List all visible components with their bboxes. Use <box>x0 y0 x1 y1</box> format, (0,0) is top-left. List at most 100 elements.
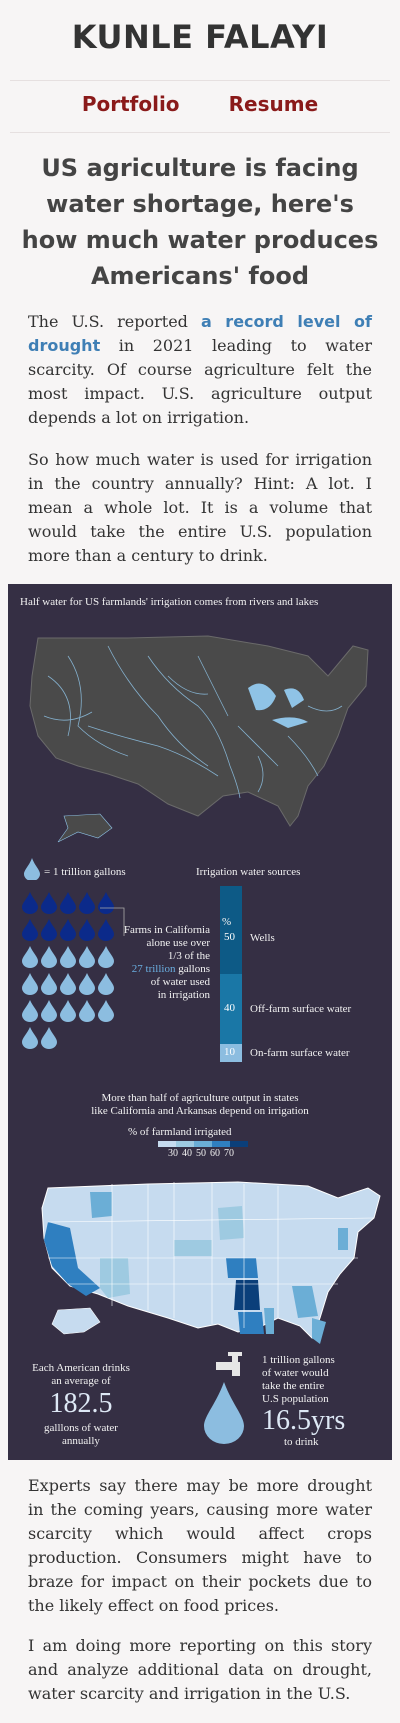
pop-line-4: U.S population <box>262 1393 329 1405</box>
california-callout: Farms in California alone use over 1/3 o… <box>100 924 210 1002</box>
irrigation-choropleth-map <box>41 1181 381 1344</box>
legend-tick-label: 40 <box>182 1148 192 1159</box>
water-drop-icon <box>41 919 57 941</box>
article-paragraph-3: Experts say there may be more drought in… <box>28 1476 372 1615</box>
water-drop-icon <box>98 892 114 914</box>
water-drop-icon <box>79 1000 95 1022</box>
legend-swatch <box>212 1141 230 1147</box>
rivers-map <box>29 635 369 843</box>
source-bar-segment <box>220 1044 242 1062</box>
infographic: Half water for US farmlands' irrigation … <box>8 584 392 1460</box>
nav-resume-link[interactable]: Resume <box>228 92 319 116</box>
article-paragraph-2: So how much water is used for irrigation… <box>28 450 372 565</box>
california-bracket <box>100 907 125 936</box>
big-water-drop-icon <box>204 1382 244 1444</box>
drink-line-3: galllons of water <box>44 1422 118 1434</box>
pop-line-5: to drink <box>284 1436 319 1448</box>
california-line-2: alone use over <box>146 937 210 949</box>
source-value-label: 40 <box>224 1002 235 1015</box>
water-drop-icon <box>98 1000 114 1022</box>
california-line-1: Farms in California <box>123 924 210 936</box>
water-drop-legend-icon <box>24 858 40 880</box>
water-drop-icon <box>79 919 95 941</box>
sources-stacked-bar: 50 40 10 <box>220 886 242 1062</box>
source-name-label: Wells <box>250 932 275 944</box>
legend-tick-label: 30 <box>168 1148 178 1159</box>
choropleth-legend-title: % of farmland irrigated <box>128 1126 232 1138</box>
choropleth-title: More than half of agriculture output in … <box>8 1092 392 1118</box>
main-nav: Portfolio Resume <box>0 92 400 116</box>
california-line-5: of water used <box>150 976 210 988</box>
pop-line-1: 1 trillion gallons <box>262 1354 335 1366</box>
california-line-3: 1/3 of the <box>167 950 210 962</box>
water-drop-icon <box>22 892 38 914</box>
pop-line-2: of water would <box>262 1367 329 1379</box>
faucet-icon <box>216 1352 242 1376</box>
california-volume: 27 trillion <box>131 963 176 975</box>
nav-divider <box>10 132 390 133</box>
sources-title: Irrigation water sources <box>196 866 301 878</box>
paragraph-1-text-end: in 2021 leading to water scarcity. Of co… <box>28 336 372 427</box>
water-drop-icon <box>22 919 38 941</box>
source-bar-segment <box>220 886 242 974</box>
legend-tick-label: 70 <box>224 1148 234 1159</box>
drops-grid <box>22 892 114 1049</box>
water-drop-icon <box>22 1000 38 1022</box>
drink-line-1: Each American drinks <box>32 1362 130 1374</box>
nav-portfolio-link[interactable]: Portfolio <box>81 92 180 116</box>
drink-line-2: an average of <box>51 1375 111 1387</box>
water-drop-icon <box>41 1000 57 1022</box>
water-drop-icon <box>60 973 76 995</box>
population-stat: 1 trillion gallons of water would take t… <box>262 1354 382 1449</box>
water-drop-icon <box>79 892 95 914</box>
choropleth-legend: 30 40 50 60 70 <box>158 1141 248 1161</box>
article-paragraph-1: The U.S. reported a record level of drou… <box>28 310 372 430</box>
percent-symbol: % <box>222 916 232 928</box>
water-drop-icon <box>41 973 57 995</box>
water-drop-icon <box>60 919 76 941</box>
drink-value: 182.5 <box>49 1388 113 1419</box>
water-drop-icon <box>60 946 76 968</box>
water-drop-icon <box>60 892 76 914</box>
legend-tick-label: 60 <box>210 1148 220 1159</box>
water-drop-icon <box>22 973 38 995</box>
source-bar-segment <box>220 974 242 1045</box>
source-value-label: 50 <box>224 931 235 943</box>
water-drop-icon <box>41 892 57 914</box>
water-drop-icon <box>22 1027 38 1049</box>
water-drop-icon <box>60 1000 76 1022</box>
article-paragraph-4: I am doing more reporting on this story … <box>28 1636 372 1703</box>
drink-stat: Each American drinks an average of 182.5… <box>26 1362 136 1448</box>
california-line-4: 27 trillion gallons <box>100 963 210 976</box>
drink-line-4: annually <box>62 1435 100 1447</box>
source-name-label: On-farm surface water <box>250 1047 350 1060</box>
california-unit: gallons <box>175 963 210 975</box>
water-drop-icon <box>98 919 114 941</box>
pop-line-3: take the entire <box>262 1380 325 1392</box>
drop-legend-label: = 1 trillion gallons <box>44 866 126 878</box>
header-divider <box>10 80 390 81</box>
legend-swatch <box>176 1141 194 1147</box>
source-name-label: Off-farm surface water <box>250 1003 352 1016</box>
paragraph-1-text-start: The U.S. reported <box>28 312 201 331</box>
choropleth-title-line-2: like California and Arkansas depend on i… <box>91 1105 309 1117</box>
choropleth-title-line-1: More than half of agriculture output in … <box>101 1092 299 1104</box>
map-title: Half water for US farmlands' irrigation … <box>20 596 319 608</box>
source-value-label: 10 <box>224 1046 235 1059</box>
water-drop-icon <box>98 973 114 995</box>
water-drop-icon <box>22 946 38 968</box>
water-drop-icon <box>41 1027 57 1049</box>
pop-value: 16.5yrs <box>262 1405 346 1436</box>
legend-swatch <box>230 1141 248 1147</box>
legend-tick-label: 50 <box>196 1148 206 1159</box>
legend-swatch <box>194 1141 212 1147</box>
water-drop-icon <box>41 946 57 968</box>
water-drop-icon <box>98 946 114 968</box>
record-drought-link[interactable]: a record level of drought <box>28 312 372 355</box>
legend-swatch <box>158 1141 176 1147</box>
california-line-6: in irrigation <box>157 989 210 1001</box>
site-title[interactable]: KUNLE FALAYI <box>71 18 329 56</box>
water-drop-icon <box>79 973 95 995</box>
water-drop-icon <box>79 946 95 968</box>
article-headline: US agriculture is facing water shortage,… <box>21 154 379 290</box>
